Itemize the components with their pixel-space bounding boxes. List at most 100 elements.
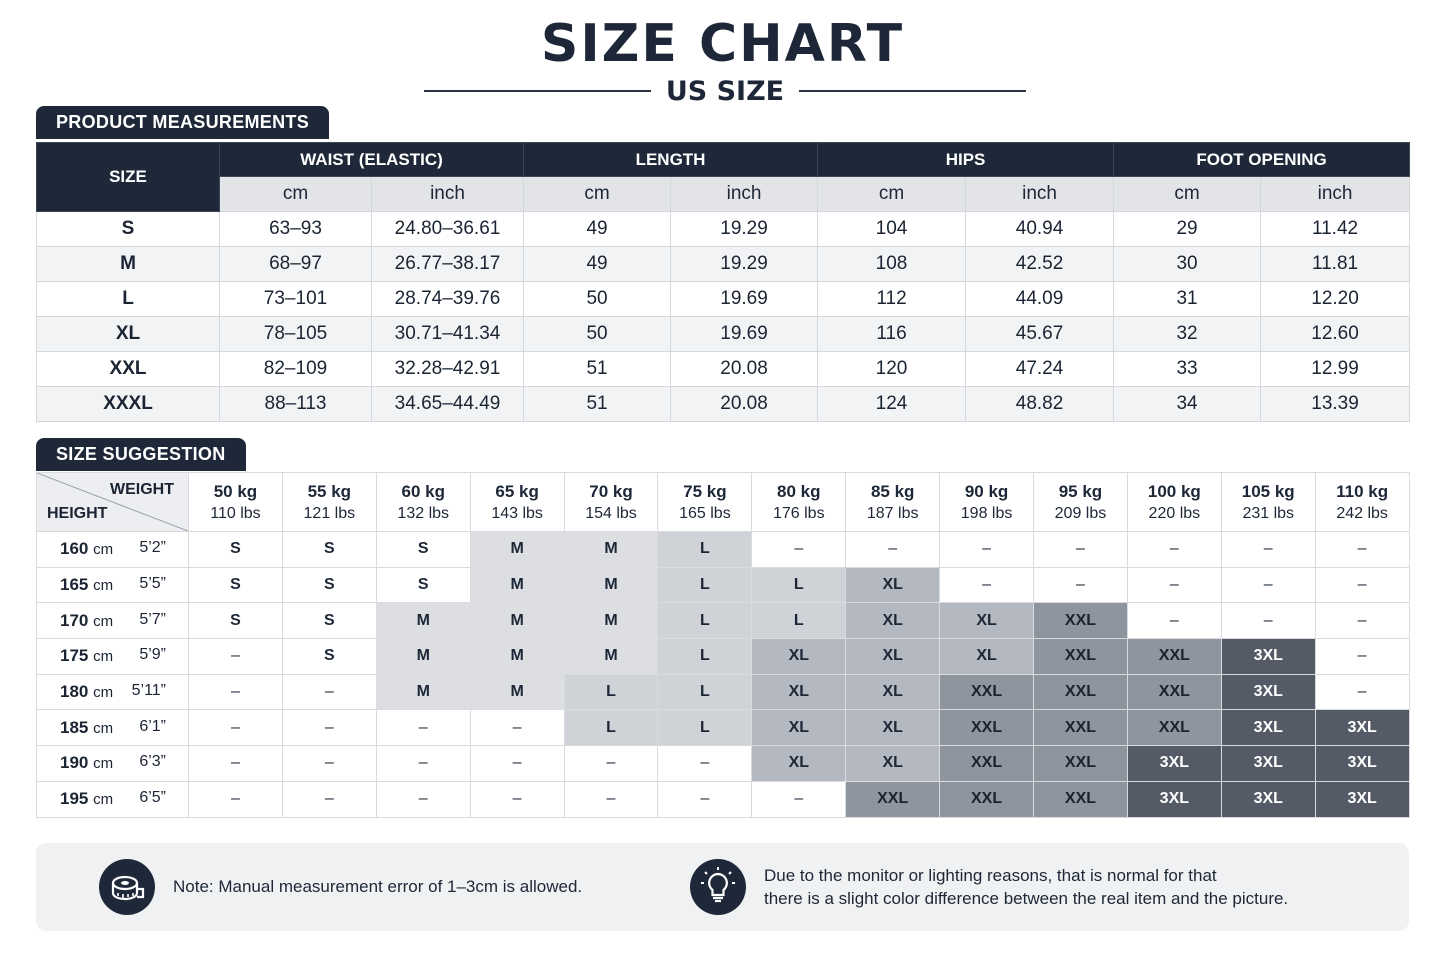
height-label: 170 cm 5’7” [36,602,189,640]
measurement-row: XL 78–105 30.71–41.34 50 19.69 116 45.67 32 12.6… [36,316,1411,352]
measurement-cell: 108 [817,246,967,282]
weight-column-header: 105 kg 231 lbs [1220,472,1316,532]
size-suggestion-cell: S [375,566,471,604]
height-ft: 5’11” [131,682,166,700]
height-row: 170 cm 5’7” S S M M M L L XL XL XXL – – – [36,602,1410,640]
unit-header: cm [817,176,967,212]
height-ft: 6’5” [139,789,166,807]
size-suggestion-cell: L [657,673,753,711]
measurement-cell: 78–105 [219,316,372,352]
size-suggestion-cell: 3XL [1314,745,1410,782]
measurement-cell: 44.09 [965,281,1115,317]
measurement-cell: 11.81 [1260,246,1411,282]
measurement-cell: 26.77–38.17 [370,246,525,282]
size-suggestion-cell: – [281,745,377,782]
size-suggestion-cell: L [657,531,753,568]
measurement-cell: 32.28–42.91 [370,351,525,387]
size-suggestion-cell: XL [939,602,1035,640]
height-cm-value: 175 [60,646,89,666]
size-column-header: SIZE [36,142,220,212]
weight-kg: 80 kg [777,481,821,501]
size-suggestion-cell: – [375,745,471,782]
height-label: 190 cm 6’3” [36,745,189,782]
size-suggestion-cell: 3XL [1126,745,1222,782]
size-suggestion-table: WEIGHT HEIGHT 50 kg 110 lbs 55 kg 121 lbs 60… [36,472,1410,818]
measurement-cell: 47.24 [965,351,1115,387]
measurement-cell: 42.52 [965,246,1115,282]
size-suggestion-cell: – [281,780,377,818]
size-suggestion-cell: – [1220,602,1316,640]
size-suggestion-cell: – [188,638,283,675]
color-note-line-2: there is a slight color difference betwe… [764,889,1289,908]
weight-column-header: 90 kg 198 lbs [939,472,1035,532]
size-suggestion-cell: – [1220,566,1316,604]
divider-left [424,90,651,92]
size-suggestion-cell: XL [751,638,847,675]
size-suggestion-cell: L [657,566,753,604]
size-suggestion-cell: XXL [1126,673,1222,711]
product-measurements-table: SIZE WAIST (ELASTIC) LENGTH HIPS FOOT OP… [36,142,1411,422]
color-note-line-1: Due to the monitor or lighting reasons, … [764,866,1217,885]
measurement-cell: 49 [523,246,672,282]
size-suggestion-cell: 3XL [1126,780,1222,818]
size-suggestion-cell: 3XL [1220,638,1316,675]
size-suggestion-cell: – [939,531,1035,568]
size-suggestion-cell: – [657,745,753,782]
weight-height-corner: WEIGHT HEIGHT [36,472,189,532]
weight-kg: 85 kg [870,481,915,501]
size-suggestion-cell: – [1126,602,1222,640]
height-row: 160 cm 5’2” S S S M M L – – – – – – – [36,531,1410,568]
size-suggestion-cell: – [1314,638,1410,675]
size-suggestion-cell: – [469,745,565,782]
weight-lbs: 209 lbs [1054,504,1107,522]
size-suggestion-cell: 3XL [1220,780,1316,818]
unit-header: cm [523,176,672,212]
height-label: 160 cm 5’2” [36,531,189,568]
measurement-cell: 33 [1113,351,1262,387]
height-ft: 5’2” [139,539,166,557]
measurement-cell: 51 [523,386,672,422]
weight-lbs: 110 lbs [210,504,261,522]
size-suggestion-cell: S [188,531,283,568]
size-suggestion-cell: – [1126,531,1222,568]
size-suggestion-cell: S [375,531,471,568]
size-suggestion-cell: XXL [1126,638,1222,675]
measurement-row: S 63–93 24.80–36.61 49 19.29 104 40.94 29 11.42 [36,211,1411,247]
weight-kg: 50 kg [213,481,258,501]
size-suggestion-cell: – [751,780,847,818]
height-cm-unit: cm [93,684,114,702]
size-suggestion-cell: – [1033,566,1128,604]
weight-kg: 75 kg [683,481,727,501]
size-suggestion-cell: – [281,673,377,711]
size-suggestion-cell: – [1033,531,1128,568]
size-suggestion-cell: XL [845,709,941,747]
measurement-cell: 11.42 [1260,211,1411,247]
measurement-cell: 112 [817,281,967,317]
size-suggestion-cell: M [469,673,565,711]
height-label: 165 cm 5’5” [36,566,189,604]
weight-kg: 55 kg [307,481,352,501]
size-suggestion-cell: M [563,531,659,568]
weight-lbs: 121 lbs [303,504,356,522]
measurement-cell: 29 [1113,211,1262,247]
height-label: 175 cm 5’9” [36,638,189,675]
measurement-cell: 34 [1113,386,1262,422]
weight-column-header: 50 kg 110 lbs [188,472,283,532]
page-subtitle: US SIZE [665,75,785,107]
weight-lbs: 143 lbs [491,504,543,522]
weight-axis-label: WEIGHT [110,481,174,498]
weight-lbs: 176 lbs [772,504,825,522]
weight-kg: 110 kg [1336,481,1389,501]
measurement-row: M 68–97 26.77–38.17 49 19.29 108 42.52 30 11.81 [36,246,1411,282]
size-suggestion-cell: XXL [1033,709,1128,747]
height-cm-unit: cm [93,719,114,737]
weight-column-header: 100 kg 220 lbs [1126,472,1222,532]
measurement-cell: 68–97 [219,246,372,282]
measurement-cell: 12.99 [1260,351,1411,387]
size-suggestion-cell: – [563,745,659,782]
weight-lbs: 165 lbs [679,504,731,522]
measurement-cell: 19.69 [670,281,819,317]
size-suggestion-cell: XXL [939,673,1035,711]
weight-kg: 105 kg [1241,481,1295,501]
measurement-cell: 30 [1113,246,1262,282]
